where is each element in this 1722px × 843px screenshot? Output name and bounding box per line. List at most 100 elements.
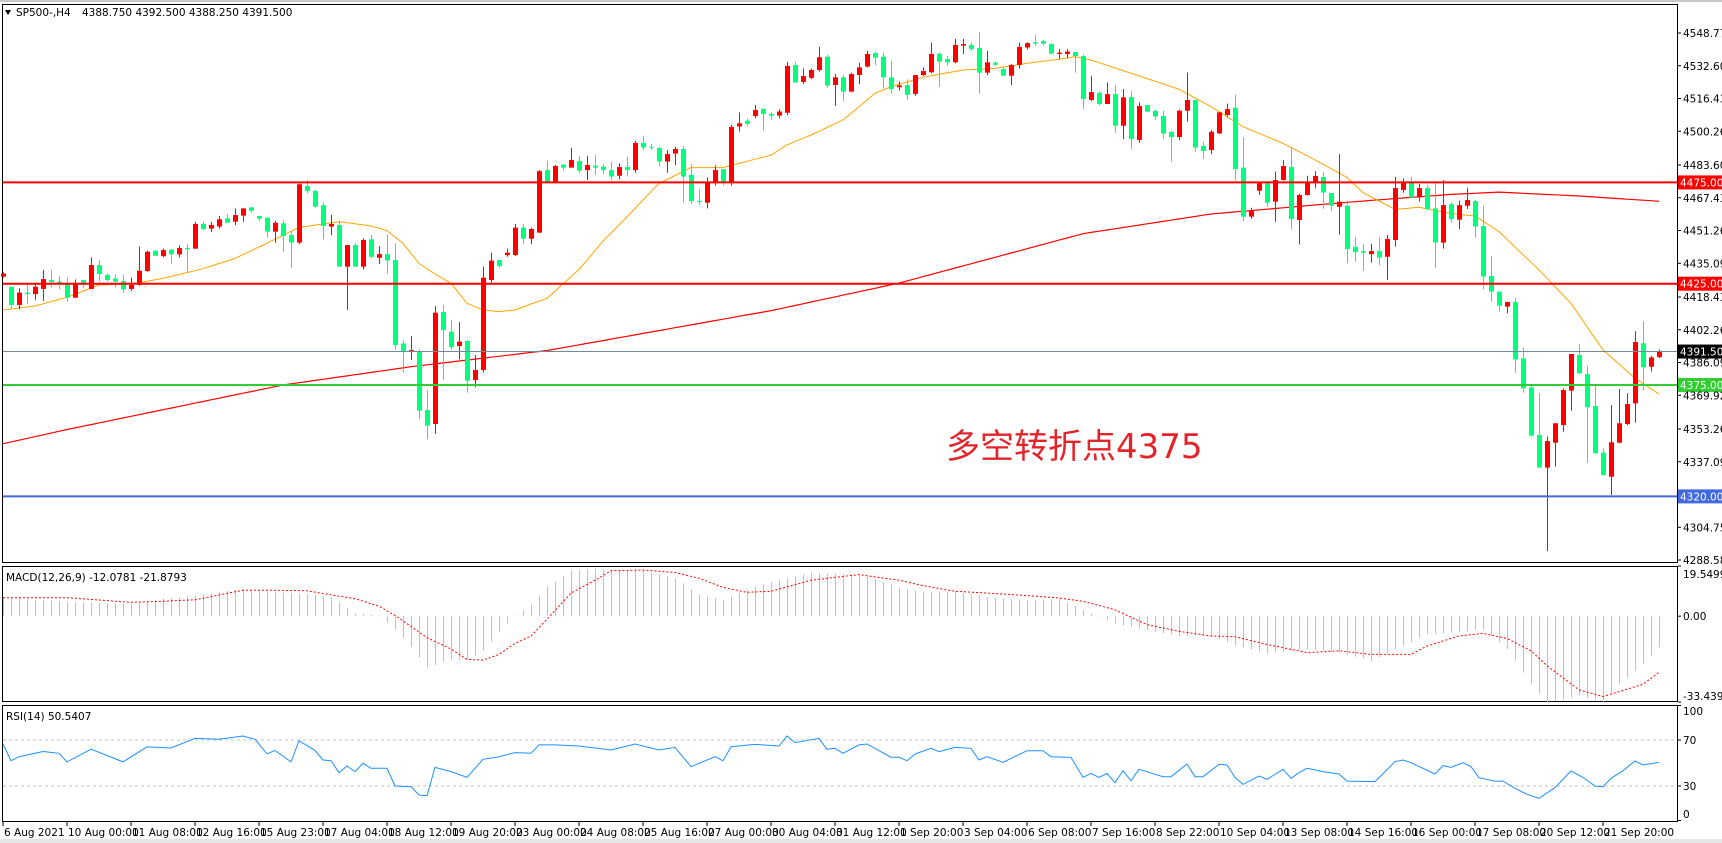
candle[interactable]: [657, 146, 662, 167]
candle[interactable]: [1001, 66, 1006, 76]
candle[interactable]: [1193, 99, 1198, 152]
candle[interactable]: [1257, 182, 1262, 195]
candle[interactable]: [1217, 111, 1222, 135]
candle[interactable]: [785, 61, 790, 115]
candle[interactable]: [1105, 82, 1110, 105]
candle[interactable]: [793, 61, 798, 83]
candle[interactable]: [945, 56, 950, 66]
candle[interactable]: [17, 288, 22, 310]
candle[interactable]: [1337, 154, 1342, 235]
candle[interactable]: [1633, 331, 1638, 423]
candle[interactable]: [953, 39, 958, 64]
candle[interactable]: [1329, 192, 1334, 211]
candle[interactable]: [833, 74, 838, 107]
candle[interactable]: [1561, 388, 1566, 432]
candle[interactable]: [633, 140, 638, 173]
candle[interactable]: [441, 304, 446, 381]
candle[interactable]: [1353, 236, 1358, 262]
candle[interactable]: [1113, 84, 1118, 133]
candle[interactable]: [1545, 436, 1550, 552]
candle[interactable]: [881, 52, 886, 89]
candle[interactable]: [33, 283, 38, 300]
macd-panel[interactable]: [2, 566, 1678, 702]
candle[interactable]: [545, 160, 550, 182]
candle[interactable]: [857, 62, 862, 84]
dropdown-triangle-icon[interactable]: [5, 10, 11, 15]
candle[interactable]: [1161, 110, 1166, 140]
candle[interactable]: [737, 112, 742, 132]
candle[interactable]: [1025, 42, 1030, 50]
candle[interactable]: [465, 340, 470, 393]
candle[interactable]: [1049, 43, 1054, 55]
candle[interactable]: [625, 156, 630, 177]
candle[interactable]: [1, 272, 6, 278]
candle[interactable]: [297, 183, 302, 244]
candle[interactable]: [1361, 243, 1366, 271]
candle[interactable]: [457, 321, 462, 360]
candle[interactable]: [353, 243, 358, 267]
candle[interactable]: [641, 136, 646, 151]
candle[interactable]: [905, 79, 910, 100]
candle[interactable]: [897, 81, 902, 91]
candle[interactable]: [1345, 200, 1350, 264]
candle[interactable]: [593, 155, 598, 175]
candle[interactable]: [1641, 321, 1646, 391]
candle[interactable]: [1553, 423, 1558, 467]
candle[interactable]: [401, 340, 406, 373]
candle[interactable]: [777, 109, 782, 119]
candle[interactable]: [913, 75, 918, 96]
candle[interactable]: [577, 155, 582, 173]
candle[interactable]: [1177, 109, 1182, 141]
candle[interactable]: [753, 105, 758, 119]
candle[interactable]: [801, 68, 806, 84]
candle[interactable]: [1369, 243, 1374, 263]
candle[interactable]: [1305, 175, 1310, 196]
candle[interactable]: [1129, 91, 1134, 150]
candle[interactable]: [529, 227, 534, 244]
candle[interactable]: [985, 50, 990, 76]
candle[interactable]: [1465, 187, 1470, 209]
candle[interactable]: [385, 234, 390, 274]
candle[interactable]: [1201, 141, 1206, 159]
candle[interactable]: [1073, 51, 1078, 73]
candle[interactable]: [1529, 384, 1534, 437]
candle[interactable]: [161, 248, 166, 258]
candle[interactable]: [329, 215, 334, 236]
candle[interactable]: [1249, 207, 1254, 219]
candle[interactable]: [185, 243, 190, 273]
candle[interactable]: [1185, 72, 1190, 122]
candle[interactable]: [289, 230, 294, 269]
candle[interactable]: [57, 276, 62, 289]
candle[interactable]: [313, 190, 318, 208]
candle[interactable]: [1601, 448, 1606, 476]
candle[interactable]: [889, 60, 894, 94]
candle[interactable]: [817, 46, 822, 72]
candle[interactable]: [561, 163, 566, 171]
horizontal-levels[interactable]: 4475.000 4425.000 4375.000 4320.000 4391.500: [3, 175, 1722, 504]
candle[interactable]: [209, 221, 214, 233]
candle[interactable]: [113, 274, 118, 288]
candle[interactable]: [961, 39, 966, 55]
candle[interactable]: [489, 252, 494, 283]
candle[interactable]: [65, 277, 70, 302]
candle[interactable]: [537, 170, 542, 233]
candle[interactable]: [1625, 393, 1630, 426]
candle[interactable]: [873, 51, 878, 65]
candle[interactable]: [153, 250, 158, 257]
candle[interactable]: [225, 214, 230, 223]
candle[interactable]: [1225, 103, 1230, 117]
candle[interactable]: [481, 266, 486, 373]
candle[interactable]: [1017, 42, 1022, 69]
candle[interactable]: [1097, 91, 1102, 106]
candle[interactable]: [201, 221, 206, 231]
candle[interactable]: [25, 283, 30, 304]
candle[interactable]: [377, 246, 382, 265]
candle[interactable]: [9, 286, 14, 309]
candle[interactable]: [265, 217, 270, 238]
candle[interactable]: [1081, 54, 1086, 110]
candle[interactable]: [1593, 384, 1598, 454]
candle[interactable]: [361, 238, 366, 270]
candle[interactable]: [1153, 109, 1158, 121]
candle[interactable]: [1281, 159, 1286, 181]
candle[interactable]: [601, 163, 606, 174]
